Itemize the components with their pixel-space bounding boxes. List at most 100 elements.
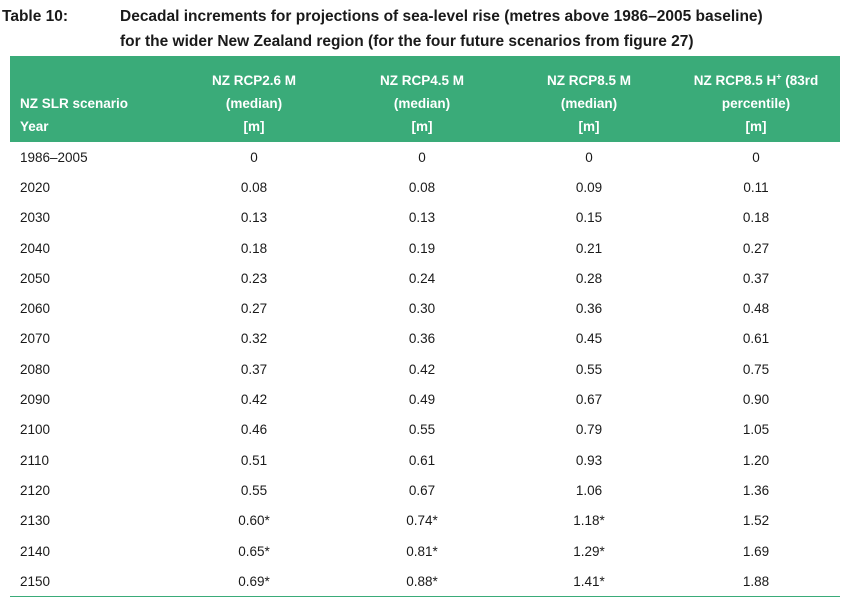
- header-row: NZ SLR scenario Year NZ RCP2.6 M (median…: [10, 56, 840, 142]
- cell-year: 2070: [20, 331, 51, 347]
- header-rcp45-name: NZ RCP4.5 M: [379, 73, 464, 88]
- table-row: 2140 0.65* 0.81* 1.29* 1.69: [10, 536, 840, 566]
- cell-rcp85h: 0: [752, 149, 760, 165]
- header-rcp26: NZ RCP2.6 M (median) [m]: [170, 56, 338, 142]
- cell-rcp26: 0.23: [240, 270, 268, 286]
- cell-rcp45: 0.61: [408, 452, 436, 468]
- cell-rcp85h: 1.69: [742, 543, 770, 559]
- cell-rcp85m: 1.06: [575, 482, 603, 498]
- cell-rcp26: 0: [250, 149, 258, 165]
- cell-rcp85m: 0.93: [575, 452, 603, 468]
- cell-rcp85h: 1.36: [742, 482, 770, 498]
- table-row: 2070 0.32 0.36 0.45 0.61: [10, 324, 840, 354]
- cell-rcp85h: 0.61: [742, 331, 770, 347]
- cell-rcp85h: 0.48: [742, 301, 770, 317]
- cell-rcp45: 0.81*: [406, 543, 438, 559]
- table-title-line-2: for the wider New Zealand region (for th…: [120, 33, 694, 50]
- table-row: 1986–2005 0 0 0 0: [10, 142, 840, 172]
- cell-rcp45: 0.08: [408, 179, 436, 195]
- cell-rcp85m: 1.41*: [506, 566, 672, 598]
- cell-rcp26: 0.18: [240, 240, 268, 256]
- header-rcp85h-unit: [m]: [745, 119, 767, 134]
- cell-year: 2030: [20, 210, 51, 226]
- table-number: Table 10:: [2, 8, 69, 25]
- header-year-label: Year: [20, 119, 49, 134]
- cell-rcp85h: 1.20: [742, 452, 770, 468]
- cell-rcp85h: 1.05: [742, 422, 770, 438]
- cell-rcp85m: 0.55: [575, 361, 603, 377]
- table-row: 2080 0.37 0.42 0.55 0.75: [10, 354, 840, 384]
- cell-rcp26: 0.51: [240, 452, 268, 468]
- cell-rcp85m: 0.15: [575, 210, 603, 226]
- header-rcp45: NZ RCP4.5 M (median) [m]: [338, 56, 506, 142]
- cell-year: 2040: [20, 240, 51, 256]
- cell-year: 2100: [20, 422, 51, 438]
- cell-rcp85m: 1.29*: [573, 543, 605, 559]
- cell-rcp45: 0.13: [408, 210, 436, 226]
- table-row: 2090 0.42 0.49 0.67 0.90: [10, 384, 840, 414]
- cell-rcp85m: 0.28: [575, 270, 603, 286]
- table-row: 2030 0.13 0.13 0.15 0.18: [10, 203, 840, 233]
- cell-year: 2140: [20, 543, 51, 559]
- cell-rcp45: 0: [418, 149, 426, 165]
- cell-rcp26: 0.69*: [170, 566, 338, 598]
- cell-rcp26: 0.60*: [238, 513, 270, 529]
- cell-year: 2050: [20, 270, 51, 286]
- table-row: 2120 0.55 0.67 1.06 1.36: [10, 475, 840, 505]
- header-rcp85h-stat: percentile): [721, 96, 791, 111]
- table-row: 2050 0.23 0.24 0.28 0.37: [10, 263, 840, 293]
- header-rcp85h-name-tail: (83rd: [781, 73, 819, 88]
- header-rcp85m-stat: (median): [560, 96, 618, 111]
- header-rcp85h-sup: +: [776, 71, 782, 82]
- cell-rcp26: 0.46: [240, 422, 268, 438]
- table-row: 2110 0.51 0.61 0.93 1.20: [10, 445, 840, 475]
- header-rcp26-unit: [m]: [243, 119, 265, 134]
- cell-rcp85h: 0.75: [742, 361, 770, 377]
- table-row: 2100 0.46 0.55 0.79 1.05: [10, 415, 840, 445]
- header-rcp85m: NZ RCP8.5 M (median) [m]: [506, 56, 672, 142]
- cell-rcp85m: 0.45: [575, 331, 603, 347]
- cell-rcp45: 0.19: [408, 240, 436, 256]
- header-rcp85m-name: NZ RCP8.5 M: [546, 73, 631, 88]
- cell-year: 2130: [20, 513, 51, 529]
- cell-rcp45: 0.74*: [406, 513, 438, 529]
- table-row: 2130 0.60* 0.74* 1.18* 1.52: [10, 506, 840, 536]
- header-rcp26-name: NZ RCP2.6 M: [211, 73, 296, 88]
- cell-year: 2090: [20, 392, 51, 408]
- cell-rcp26: 0.42: [240, 392, 268, 408]
- header-rcp85h-name-main: NZ RCP8.5 H: [693, 73, 777, 88]
- cell-year: 2080: [20, 361, 51, 377]
- table-title: Decadal increments for projections of se…: [120, 4, 850, 56]
- cell-year: 1986–2005: [20, 149, 88, 165]
- cell-rcp45: 0.30: [408, 301, 436, 317]
- table-container: NZ SLR scenario Year NZ RCP2.6 M (median…: [10, 56, 840, 598]
- header-rcp85h: NZ RCP8.5 H+ (83rd percentile) [m]: [672, 56, 840, 142]
- cell-rcp85m: 0.21: [575, 240, 603, 256]
- cell-rcp45: 0.49: [408, 392, 436, 408]
- cell-rcp85h: 1.88: [672, 566, 840, 598]
- sea-level-table: NZ SLR scenario Year NZ RCP2.6 M (median…: [10, 56, 840, 598]
- cell-year: 2020: [20, 179, 51, 195]
- cell-rcp85h: 0.37: [742, 270, 770, 286]
- table-header: NZ SLR scenario Year NZ RCP2.6 M (median…: [10, 56, 840, 142]
- cell-rcp26: 0.32: [240, 331, 268, 347]
- cell-rcp85m: 0.67: [575, 392, 603, 408]
- table-caption: Table 10: Decadal increments for project…: [0, 0, 850, 56]
- cell-rcp85m: 0.79: [575, 422, 603, 438]
- cell-rcp85h: 0.27: [742, 240, 770, 256]
- cell-rcp26: 0.55: [240, 482, 268, 498]
- cell-year: 2150: [10, 566, 170, 598]
- cell-rcp26: 0.37: [240, 361, 268, 377]
- cell-rcp85m: 1.18*: [573, 513, 605, 529]
- table-row: 2020 0.08 0.08 0.09 0.11: [10, 172, 840, 202]
- table-row: 2060 0.27 0.30 0.36 0.48: [10, 293, 840, 323]
- cell-rcp26: 0.08: [240, 179, 268, 195]
- cell-rcp45: 0.36: [408, 331, 436, 347]
- cell-rcp85h: 1.52: [742, 513, 770, 529]
- cell-rcp85h: 0.11: [743, 179, 769, 195]
- cell-rcp45: 0.88*: [338, 566, 506, 598]
- cell-rcp26: 0.13: [240, 210, 268, 226]
- table-row: 2150 0.69* 0.88* 1.41* 1.88: [10, 566, 840, 598]
- header-scenario-label: NZ SLR scenario: [20, 96, 129, 111]
- header-rcp45-stat: (median): [393, 96, 451, 111]
